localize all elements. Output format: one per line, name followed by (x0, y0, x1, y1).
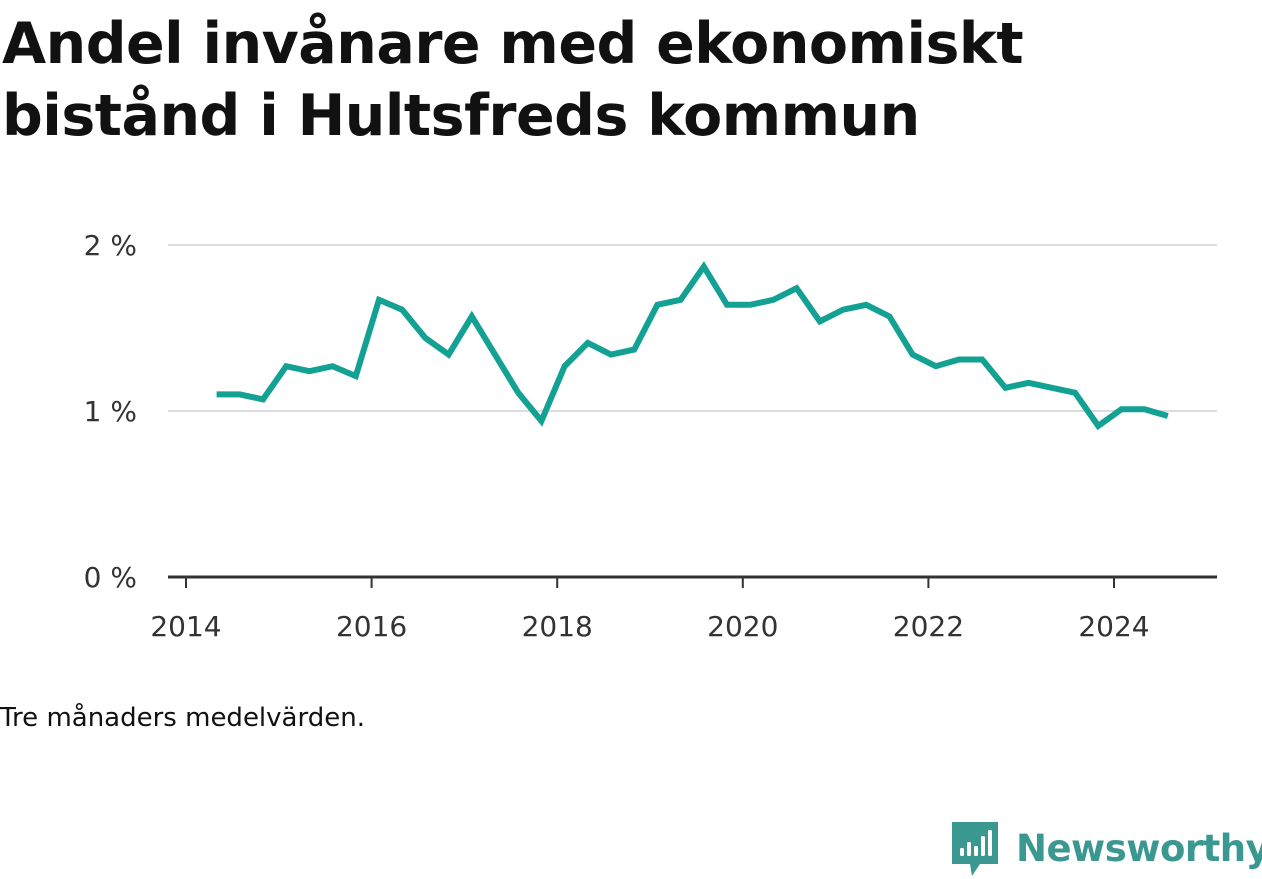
chart-caption: Tre månaders medelvärden. (0, 703, 365, 733)
newsworthy-logo-icon (952, 822, 998, 876)
x-tick-label: 2022 (893, 610, 964, 643)
y-tick-label: 0 % (84, 561, 137, 594)
x-tick-label: 2014 (150, 610, 221, 643)
x-tick-label: 2016 (336, 610, 407, 643)
data-series (216, 261, 1169, 431)
brand-logo[interactable]: Newsworthy (950, 818, 1262, 878)
chart-title: Andel invånare med ekonomiskt bistånd i … (2, 11, 1024, 149)
y-axis-labels: 0 % 1 % 2 % (84, 229, 137, 594)
y-tick-label: 1 % (84, 395, 137, 428)
x-tick-label: 2018 (522, 610, 593, 643)
x-axis-labels: 2014 2016 2018 2020 2022 2024 (150, 610, 1149, 643)
x-tick-label: 2024 (1078, 610, 1149, 643)
brand-name: Newsworthy (1016, 826, 1262, 870)
x-axis (168, 575, 1217, 588)
grid-lines (168, 244, 1217, 412)
series-line (216, 261, 1169, 431)
y-tick-label: 2 % (84, 229, 137, 262)
x-tick-label: 2020 (707, 610, 778, 643)
